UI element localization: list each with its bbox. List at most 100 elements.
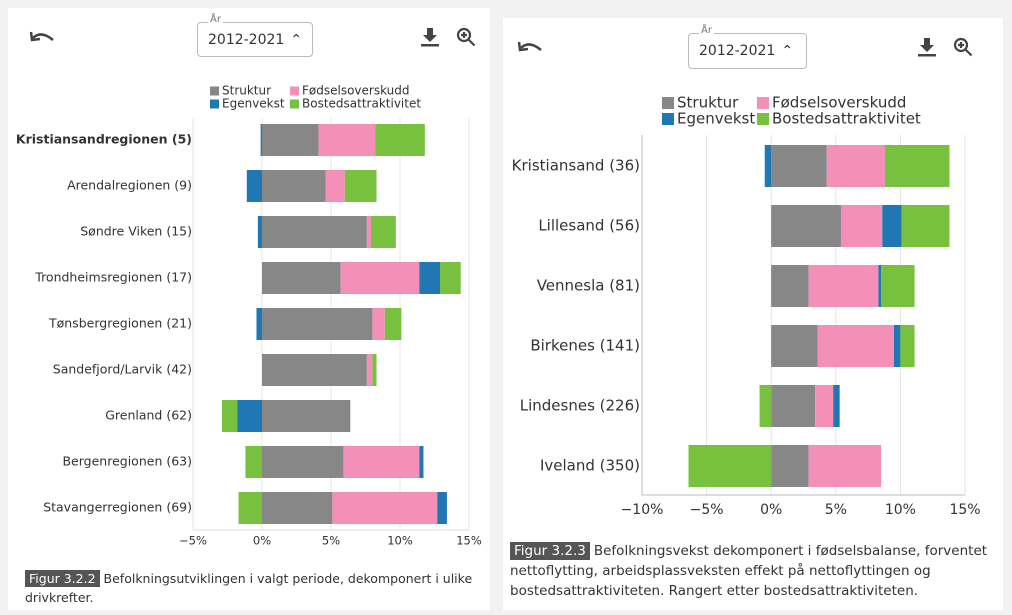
chart: −5% 0% 5% 10% 15% Struktur Fødselsoverskudd Ege… — [16, 84, 482, 548]
bar-segment — [262, 354, 367, 386]
category-label: Birkenes (141) — [530, 337, 640, 355]
caption: Figur 3.2.2 Befolkningsutviklingen i valg… — [25, 569, 480, 607]
legend-label: Struktur — [222, 84, 271, 98]
zoom-button[interactable] — [953, 37, 973, 57]
bar-segment — [366, 354, 373, 386]
bar-segment — [840, 205, 883, 247]
caption: Figur 3.2.3 Befolkningsvekst dekomponert … — [510, 541, 990, 601]
bar-segment — [246, 170, 262, 202]
x-tick-label: 15% — [949, 502, 980, 518]
x-tick-label: 0% — [760, 502, 782, 518]
chevron: ⌃ — [781, 43, 794, 59]
bar-segment — [771, 325, 818, 367]
bar-segment — [340, 262, 420, 294]
bar-segment — [817, 325, 894, 367]
x-tick-label: 0% — [253, 534, 271, 548]
bar-segment — [759, 385, 772, 427]
category-label: Lindesnes (226) — [520, 397, 640, 415]
category-label: Arendalregionen (9) — [67, 178, 192, 193]
legend-swatch — [290, 86, 299, 96]
bar-segment — [343, 446, 420, 478]
chevron: ⌃ — [290, 31, 303, 48]
bar-segment — [833, 385, 840, 427]
bar-segment — [419, 262, 441, 294]
bar-segment — [262, 492, 333, 524]
x-tick-label: 5% — [825, 502, 847, 518]
bar-segment — [318, 124, 376, 156]
bar-segment — [419, 446, 424, 478]
category-label: Kristiansand (36) — [512, 157, 640, 175]
zoom-button[interactable] — [456, 27, 476, 47]
bar-segment — [366, 216, 372, 248]
bar-segment — [878, 265, 882, 307]
bar-segment — [238, 492, 262, 524]
bar-segment — [437, 492, 447, 524]
bar-segment — [815, 385, 834, 427]
bar-segment — [221, 400, 238, 432]
legend-swatch — [662, 97, 674, 109]
bar-segment — [384, 308, 402, 340]
undo-button[interactable] — [517, 41, 542, 52]
legend-swatch — [210, 86, 219, 96]
legend-label: Bostedsattraktivitet — [772, 110, 921, 128]
bar-segment — [237, 400, 262, 432]
bar-segment — [262, 308, 373, 340]
category-label: Kristiansandregionen (5) — [16, 132, 192, 147]
category-label: Iveland (350) — [540, 457, 640, 475]
caption-text: Befolkningsutviklingen i valgt periode, … — [25, 571, 473, 605]
category-label: Stavangerregionen (69) — [43, 500, 192, 515]
period-dropdown[interactable]: År 2012-2021 ⌃ — [197, 14, 313, 57]
period-dropdown[interactable]: År 2012-2021 ⌃ — [688, 25, 807, 69]
download-button[interactable] — [421, 28, 439, 47]
legend-swatch — [662, 113, 674, 125]
bar-segment — [262, 124, 319, 156]
bar-segment — [764, 145, 772, 187]
legend-label: Egenvekst — [222, 97, 285, 111]
year-label: År — [699, 25, 714, 36]
download-button[interactable] — [918, 38, 936, 57]
category-label: Bergenregionen (63) — [62, 454, 192, 469]
category-label: Lillesand (56) — [538, 217, 640, 235]
figure-tag: Figur 3.2.3 — [510, 542, 590, 560]
category-label: Tønsbergregionen (21) — [48, 316, 192, 331]
x-tick-label: −10% — [621, 502, 664, 518]
bar-segment — [771, 205, 841, 247]
bar-segment — [771, 385, 816, 427]
bar-segment — [884, 145, 950, 187]
bar-segment — [372, 308, 385, 340]
bar-segment — [901, 205, 950, 247]
bar-segment — [371, 216, 396, 248]
period: 2012-2021 — [699, 43, 776, 59]
legend-label: Struktur — [677, 94, 739, 112]
bar-segment — [893, 325, 901, 367]
bar-segment — [771, 445, 809, 487]
year-label: År — [208, 14, 223, 25]
bar-segment — [332, 492, 438, 524]
bar-segment — [262, 400, 351, 432]
bar-segment — [375, 124, 425, 156]
bar-segment — [260, 124, 262, 156]
legend-label: Bostedsattraktivitet — [302, 97, 421, 111]
x-tick-label: 10% — [885, 502, 916, 518]
x-tick-label: 5% — [322, 534, 340, 548]
bar-segment — [881, 265, 915, 307]
category-label: Trondheimsregionen (17) — [34, 270, 192, 285]
bar-segment — [262, 170, 326, 202]
legend-swatch — [290, 99, 299, 109]
bar-segment — [325, 170, 345, 202]
bar-segment — [344, 170, 377, 202]
panel-right — [503, 18, 1003, 610]
bar-segment — [826, 145, 885, 187]
category-label: Vennesla (81) — [537, 277, 640, 295]
legend-label: Fødselsoverskudd — [302, 84, 410, 98]
bar-segment — [440, 262, 461, 294]
undo-button[interactable] — [29, 31, 54, 42]
bar-segment — [262, 216, 367, 248]
bar-segment — [771, 145, 827, 187]
caption-text: Befolkningsvekst dekomponert i fødselsba… — [510, 543, 988, 599]
bar-segment — [771, 265, 809, 307]
bar-segment — [245, 446, 262, 478]
bar-segment — [257, 216, 262, 248]
bar-segment — [372, 354, 377, 386]
